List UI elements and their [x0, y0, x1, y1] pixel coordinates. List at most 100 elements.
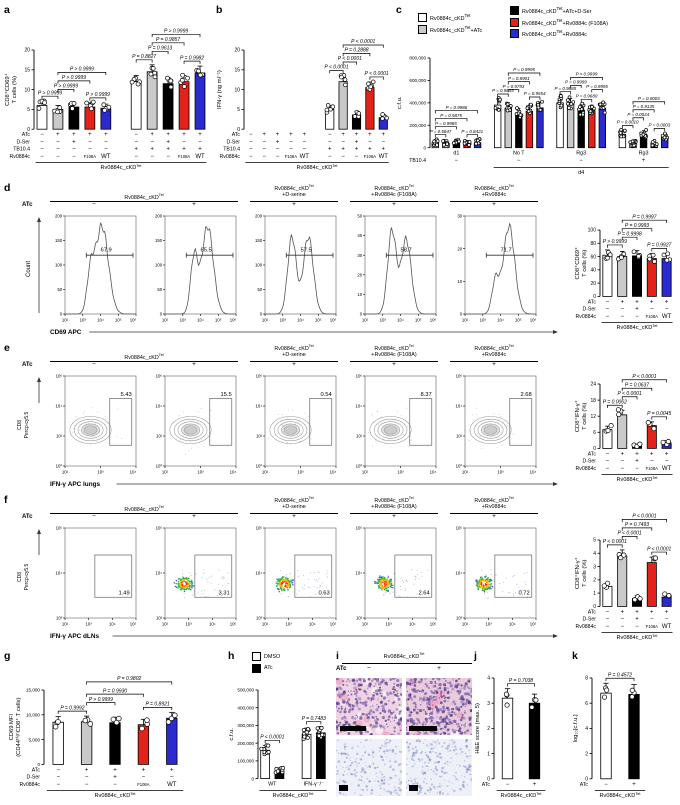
- svg-text:T cells (%): T cells (%): [582, 250, 588, 277]
- panel-i-histology: Rv0884c_cKDTet ATc − +: [336, 650, 472, 804]
- svg-text:10⁴: 10⁴: [130, 470, 137, 475]
- svg-text:ATc: ATc: [482, 782, 491, 788]
- label: Rv0884c_cKDTet: [474, 496, 514, 504]
- bar-chart-svg: 0 1 2 3 4 5 CD8⁺IFN-γ⁺ T cells (%) P < 0.0001 P <…: [574, 514, 673, 641]
- svg-text:10⁴: 10⁴: [309, 622, 316, 627]
- svg-text:CD69 APC: CD69 APC: [50, 329, 82, 336]
- svg-text:c.f.u.: c.f.u.: [397, 96, 403, 109]
- panel-e-flow-contours: Rv0884c_cKDTet Rv0884c_cKDTet +D-serine Rv0…: [4, 342, 564, 492]
- svg-text:10: 10: [357, 292, 362, 297]
- svg-text:+: +: [635, 451, 639, 457]
- label: Rv0884c_cKDTet: [374, 344, 414, 352]
- svg-text:10⁴: 10⁴: [56, 571, 63, 576]
- svg-text:P = 0.4572: P = 0.4572: [608, 672, 632, 678]
- svg-text:−: −: [328, 132, 332, 138]
- svg-text:P = 0.9997: P = 0.9997: [632, 214, 656, 220]
- panel-letter-e: e: [4, 342, 10, 354]
- svg-text:+: +: [620, 451, 624, 457]
- svg-text:Rv0884c: Rv0884c: [576, 314, 597, 320]
- header-line: [50, 360, 238, 362]
- svg-text:10³: 10³: [256, 616, 263, 621]
- svg-text:10⁵: 10⁵: [330, 622, 337, 627]
- svg-text:−: −: [635, 624, 639, 630]
- svg-text:−: −: [328, 139, 332, 145]
- svg-text:+: +: [88, 132, 92, 138]
- svg-text:10⁴: 10⁴: [456, 404, 463, 409]
- svg-text:P = 0.9554: P = 0.9554: [524, 91, 546, 96]
- svg-text:−: −: [134, 139, 138, 145]
- panel-f-flow-dotplots: Rv0884c_cKDTet Rv0884c_cKDTet +D-serine Rv0…: [4, 494, 564, 648]
- svg-text:P < 0.0001: P < 0.0001: [260, 735, 284, 741]
- svg-text:10²: 10²: [462, 318, 469, 323]
- svg-text:2: 2: [593, 578, 596, 584]
- svg-text:10³: 10³: [280, 318, 287, 323]
- svg-text:−: −: [56, 154, 60, 160]
- svg-text:10⁴: 10⁴: [256, 571, 263, 576]
- svg-text:P = 0.2888: P = 0.2888: [344, 48, 368, 54]
- svg-text:10: 10: [234, 87, 240, 93]
- svg-text:P = 0.0003: P = 0.0003: [649, 123, 671, 128]
- svg-text:100: 100: [55, 263, 63, 268]
- flow-x-axis-label: CD69 APC: [50, 329, 558, 336]
- svg-text:−: −: [72, 154, 76, 160]
- panel-a: a 0 5 10 15 20 CD8⁺CD69⁺ T cells (%) P > 0.9999…: [4, 4, 214, 178]
- svg-text:−: −: [40, 139, 44, 145]
- header-line: [342, 663, 472, 664]
- svg-text:+: +: [113, 767, 117, 773]
- svg-text:CD8⁺CD69⁺: CD8⁺CD69⁺: [574, 247, 581, 280]
- svg-text:IFN-γ APC lungs: IFN-γ APC lungs: [50, 481, 101, 488]
- svg-text:10³: 10³: [180, 318, 187, 323]
- svg-text:−: −: [517, 158, 521, 164]
- svg-text:F108A: F108A: [646, 314, 659, 319]
- svg-text:P = 0.9135: P = 0.9135: [633, 104, 655, 109]
- legend-swatch-black: [510, 6, 519, 15]
- svg-text:P = 0.9793: P = 0.9793: [503, 84, 525, 89]
- svg-text:10⁶: 10⁶: [356, 374, 363, 379]
- svg-text:P = 0.5875: P = 0.5875: [440, 113, 462, 118]
- svg-text:0: 0: [487, 777, 490, 783]
- flow-y-axis-label: Count: [26, 217, 41, 313]
- svg-text:3: 3: [487, 701, 490, 707]
- legend-swatch-black: [252, 663, 261, 673]
- svg-text:CD8⁺CD69⁺: CD8⁺CD69⁺: [4, 73, 11, 106]
- svg-text:−: −: [606, 617, 610, 623]
- svg-text:+: +: [262, 132, 266, 138]
- svg-text:P < 0.0001: P < 0.0001: [338, 56, 362, 62]
- svg-text:d1: d1: [453, 151, 459, 157]
- svg-text:−: −: [85, 775, 89, 781]
- svg-text:400,000: 400,000: [237, 705, 254, 710]
- svg-text:−: −: [665, 307, 669, 313]
- svg-text:P > 0.9999: P > 0.9999: [603, 239, 627, 245]
- svg-text:10²: 10²: [256, 434, 263, 439]
- svg-text:−: −: [341, 154, 345, 160]
- panel-letter-h: h: [228, 650, 235, 662]
- svg-text:−: −: [606, 451, 610, 457]
- svg-text:40: 40: [590, 268, 596, 274]
- svg-text:3: 3: [593, 564, 596, 570]
- svg-text:+: +: [650, 299, 654, 305]
- svg-text:10⁵: 10⁵: [230, 622, 237, 627]
- svg-text:WT: WT: [101, 154, 111, 160]
- svg-text:−: −: [262, 139, 266, 145]
- svg-text:P < 0.0001: P < 0.0001: [324, 65, 348, 71]
- svg-text:P = 0.9982: P = 0.9982: [180, 55, 204, 61]
- svg-text:P > 0.9999: P > 0.9999: [86, 92, 110, 98]
- svg-text:Rv0884c_cKDTet: Rv0884c_cKDTet: [617, 633, 659, 641]
- svg-text:P = 0.9930: P = 0.9930: [103, 688, 127, 694]
- svg-text:10⁴: 10⁴: [97, 318, 104, 323]
- svg-text:−: −: [606, 299, 610, 305]
- panel-letter-j: j: [474, 650, 477, 662]
- svg-text:CD8: CD8: [17, 420, 23, 430]
- svg-text:D-Ser: D-Ser: [582, 459, 596, 465]
- svg-text:−: −: [341, 139, 345, 145]
- svg-text:d4: d4: [578, 170, 584, 176]
- svg-text:ATc: ATc: [232, 132, 241, 138]
- svg-text:+: +: [635, 307, 639, 313]
- svg-text:10⁴: 10⁴: [197, 318, 204, 323]
- svg-text:P > 0.9999: P > 0.9999: [70, 67, 94, 73]
- atc-mark: −: [92, 513, 96, 520]
